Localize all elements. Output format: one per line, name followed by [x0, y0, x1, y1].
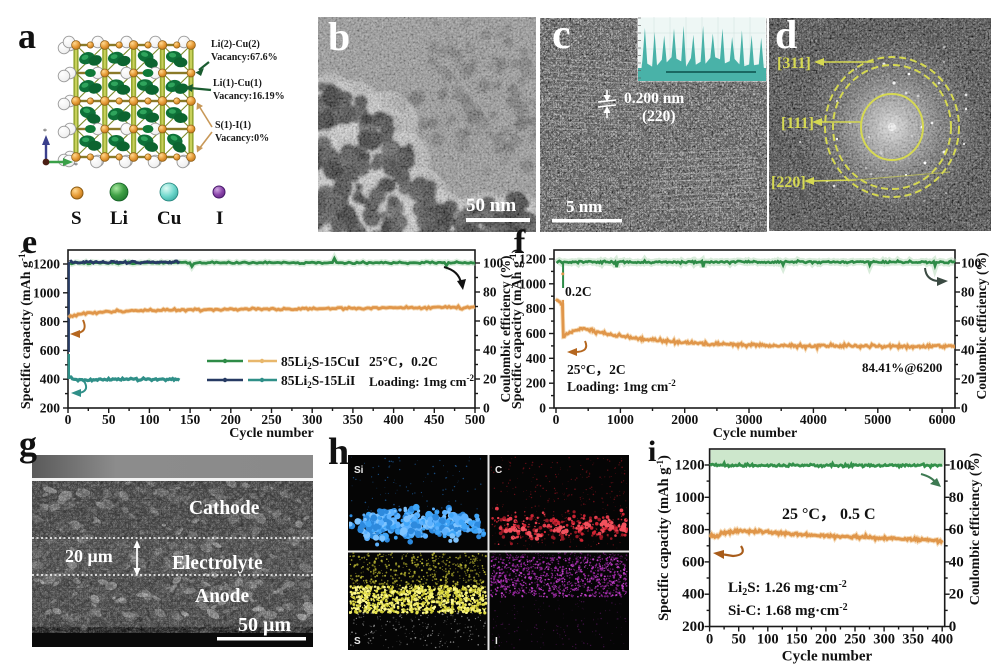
svg-text:25°C，0.2C: 25°C，0.2C — [369, 354, 438, 369]
svg-text:e: e — [22, 224, 37, 261]
svg-text:84.41%@6200: 84.41%@6200 — [862, 360, 942, 375]
svg-text:[220]: [220] — [771, 174, 806, 191]
svg-text:100: 100 — [139, 412, 160, 427]
svg-text:S(1)-I(1): S(1)-I(1) — [215, 120, 251, 131]
svg-text:50 nm: 50 nm — [466, 195, 516, 216]
svg-text:0: 0 — [961, 401, 968, 416]
svg-text:Cycle number: Cycle number — [713, 426, 797, 441]
svg-text:300: 300 — [302, 412, 323, 427]
svg-text:a: a — [18, 16, 36, 56]
svg-text:d: d — [775, 12, 797, 57]
svg-text:20: 20 — [961, 372, 975, 387]
svg-text:20: 20 — [483, 372, 497, 387]
svg-text:Vacancy:67.6%: Vacancy:67.6% — [211, 52, 278, 63]
svg-text:3000: 3000 — [736, 412, 763, 427]
svg-text:Li: Li — [110, 208, 128, 229]
svg-text:c: c — [552, 12, 571, 58]
svg-text:0: 0 — [65, 412, 72, 427]
svg-text:800: 800 — [526, 301, 547, 316]
svg-text:100: 100 — [483, 256, 504, 271]
svg-text:60: 60 — [483, 314, 497, 329]
svg-text:b: b — [328, 14, 350, 59]
svg-text:25°C，2C: 25°C，2C — [567, 362, 626, 377]
svg-text:1000: 1000 — [519, 276, 546, 291]
svg-text:85Li2S-15CuI: 85Li2S-15CuI — [281, 354, 360, 371]
svg-text:Coulombic efficiency (%): Coulombic efficiency (%) — [974, 253, 989, 400]
svg-text:g: g — [19, 424, 37, 464]
svg-text:f: f — [514, 224, 526, 261]
svg-text:5000: 5000 — [864, 412, 891, 427]
svg-text:20 μm: 20 μm — [65, 546, 113, 566]
svg-text:Li(2)-Cu(2): Li(2)-Cu(2) — [211, 39, 260, 50]
svg-text:250: 250 — [261, 412, 282, 427]
svg-text:Electrolyte: Electrolyte — [172, 553, 263, 574]
svg-text:1000: 1000 — [33, 285, 60, 300]
svg-text:400: 400 — [526, 351, 547, 366]
svg-text:[111]: [111] — [781, 115, 814, 132]
svg-text:350: 350 — [343, 412, 364, 427]
svg-text:Loading: 1mg cm-2: Loading: 1mg cm-2 — [369, 373, 474, 389]
svg-text:0.200 nm: 0.200 nm — [624, 90, 684, 107]
svg-text:Anode: Anode — [195, 586, 250, 607]
svg-text:2000: 2000 — [671, 412, 698, 427]
svg-text:200: 200 — [221, 412, 242, 427]
svg-text:150: 150 — [180, 412, 201, 427]
svg-text:1200: 1200 — [33, 257, 60, 272]
svg-text:600: 600 — [40, 343, 61, 358]
svg-text:200: 200 — [526, 376, 547, 391]
svg-text:50: 50 — [102, 412, 116, 427]
svg-text:1200: 1200 — [519, 252, 546, 267]
svg-text:Cycle number: Cycle number — [229, 426, 313, 441]
svg-text:Vacancy:16.19%: Vacancy:16.19% — [213, 91, 285, 102]
svg-text:0.2C: 0.2C — [565, 284, 592, 299]
svg-text:I: I — [216, 208, 223, 229]
svg-text:Specific capacity (mAh g-1): Specific capacity (mAh g-1) — [17, 249, 34, 410]
svg-text:S: S — [71, 208, 82, 229]
svg-text:50 μm: 50 μm — [238, 614, 291, 636]
svg-text:60: 60 — [961, 314, 975, 329]
svg-text:(220): (220) — [642, 108, 676, 125]
svg-text:[311]: [311] — [777, 55, 811, 72]
svg-text:4000: 4000 — [800, 412, 827, 427]
svg-text:Vacancy:0%: Vacancy:0% — [215, 133, 269, 144]
svg-text:Coulombic efficiency (%): Coulombic efficiency (%) — [498, 256, 513, 403]
svg-text:80: 80 — [961, 285, 975, 300]
svg-text:Li(1)-Cu(1): Li(1)-Cu(1) — [213, 78, 262, 89]
svg-text:0: 0 — [539, 401, 546, 416]
svg-text:400: 400 — [383, 412, 404, 427]
svg-text:500: 500 — [465, 412, 486, 427]
svg-text:450: 450 — [424, 412, 445, 427]
svg-text:6000: 6000 — [929, 412, 956, 427]
svg-text:Specific capacity (mAh g-1): Specific capacity (mAh g-1) — [508, 249, 525, 410]
svg-text:0: 0 — [553, 412, 560, 427]
svg-text:40: 40 — [961, 343, 975, 358]
svg-text:Cathode: Cathode — [189, 498, 260, 519]
svg-text:1000: 1000 — [607, 412, 634, 427]
svg-text:0: 0 — [483, 401, 490, 416]
svg-text:40: 40 — [483, 343, 497, 358]
svg-text:*: * — [74, 161, 78, 170]
svg-text:5 nm: 5 nm — [566, 197, 602, 216]
svg-text:200: 200 — [40, 401, 61, 416]
svg-text:80: 80 — [483, 285, 497, 300]
svg-text:800: 800 — [40, 314, 61, 329]
svg-text:400: 400 — [40, 372, 61, 387]
svg-text:85Li2S-15LiI: 85Li2S-15LiI — [281, 373, 355, 390]
svg-text:100: 100 — [961, 256, 982, 271]
svg-text:600: 600 — [526, 326, 547, 341]
svg-text:Cu: Cu — [157, 208, 182, 229]
svg-text:*: * — [43, 127, 47, 136]
svg-text:Loading: 1mg cm-2: Loading: 1mg cm-2 — [567, 378, 676, 394]
